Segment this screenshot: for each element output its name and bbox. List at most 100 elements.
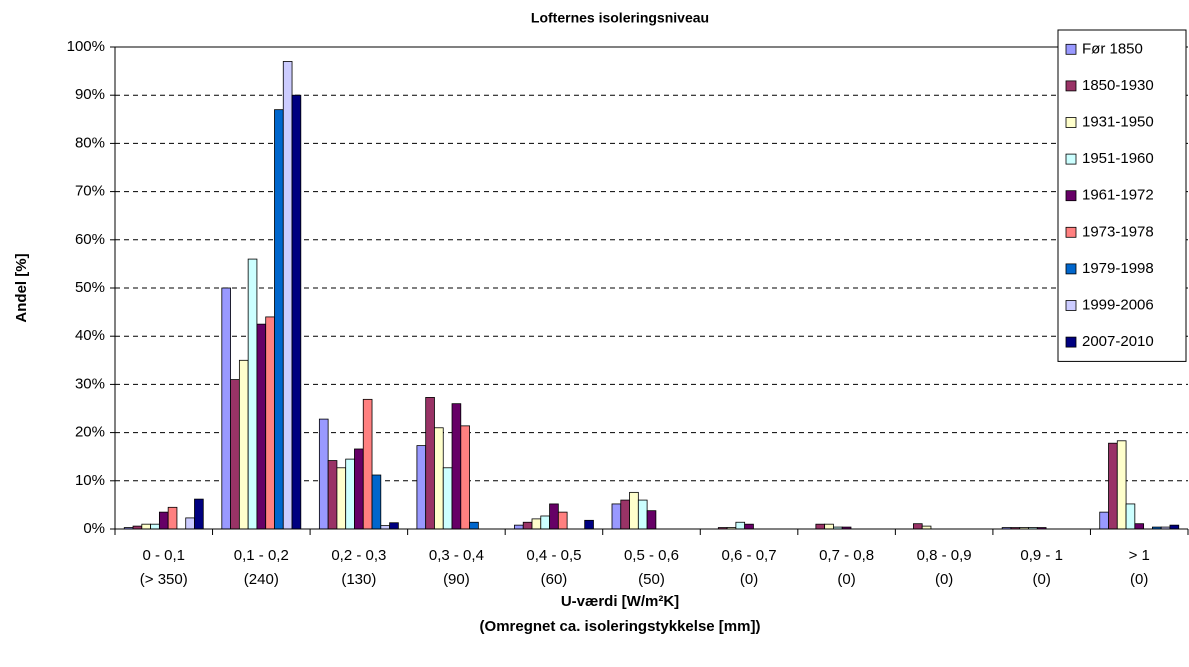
y-axis-label: Andel [%]: [13, 253, 30, 322]
bar: [389, 522, 399, 530]
bar: [460, 425, 470, 530]
x-tick-sublabel: (0): [1130, 571, 1148, 588]
bar: [230, 379, 240, 530]
x-tick-label: > 1: [1129, 547, 1150, 564]
bar: [913, 523, 923, 530]
legend-label: 1979-1998: [1082, 260, 1154, 277]
x-tick-sublabel: (0): [740, 571, 758, 588]
x-tick-sublabel: (0): [935, 571, 953, 588]
bar: [824, 523, 834, 530]
y-tick-label: 50%: [75, 279, 105, 296]
legend-label: 2007-2010: [1082, 333, 1154, 350]
bar: [185, 517, 195, 530]
y-tick-label: 40%: [75, 327, 105, 344]
x-tick-label: 0,8 - 0,9: [917, 547, 972, 564]
bar: [514, 524, 524, 530]
x-tick-label: 0,4 - 0,5: [526, 547, 581, 564]
bar: [744, 523, 754, 530]
bar: [345, 458, 355, 530]
legend-swatch: [1065, 153, 1077, 165]
bar: [247, 258, 258, 530]
x-tick-sublabel: (240): [244, 571, 279, 588]
x-tick-label: 0,6 - 0,7: [722, 547, 777, 564]
y-tick-label: 10%: [75, 472, 105, 489]
legend-label: Før 1850: [1082, 40, 1143, 57]
bar: [442, 467, 453, 530]
legend-label: 1951-1960: [1082, 150, 1154, 167]
bar: [451, 403, 462, 530]
legend-swatch: [1065, 226, 1077, 238]
bar: [336, 467, 347, 530]
y-tick-label: 100%: [67, 38, 105, 55]
legend-swatch: [1065, 336, 1077, 348]
x-tick-sublabel: (90): [443, 571, 470, 588]
bar: [646, 510, 657, 530]
bar: [167, 506, 178, 530]
x-tick-sublabel: (130): [341, 571, 376, 588]
bar: [150, 523, 160, 530]
bar: [611, 503, 622, 530]
bar: [815, 523, 826, 530]
bar: [282, 61, 293, 530]
y-tick-label: 90%: [75, 86, 105, 103]
legend-swatch: [1065, 300, 1077, 311]
legend-swatch: [1065, 117, 1077, 128]
bar: [265, 316, 275, 530]
bar: [371, 474, 382, 530]
bar: [158, 511, 169, 530]
legend-swatch: [1065, 190, 1077, 202]
bar: [620, 499, 630, 530]
x-tick-label: 0,1 - 0,2: [234, 547, 289, 564]
bar: [540, 515, 550, 530]
x-tick-label: 0,3 - 0,4: [429, 547, 484, 564]
bar: [549, 503, 559, 530]
bar: [735, 521, 746, 530]
y-tick-label: 0%: [83, 520, 105, 537]
bar: [354, 448, 364, 530]
y-tick-label: 60%: [75, 231, 105, 248]
x-tick-label: 0,7 - 0,8: [819, 547, 874, 564]
legend-swatch: [1065, 80, 1077, 92]
legend-label: 1961-1972: [1082, 187, 1154, 204]
y-tick-label: 20%: [75, 424, 105, 441]
bar: [238, 359, 249, 530]
bar: [584, 519, 594, 530]
bar: [1099, 511, 1109, 530]
bar: [1125, 503, 1136, 530]
legend-label: 1850-1930: [1082, 77, 1154, 94]
bar: [531, 518, 542, 530]
x-tick-label: 0,9 - 1: [1020, 547, 1063, 564]
bar: [469, 521, 479, 530]
bar: [425, 397, 435, 530]
legend-label: 1931-1950: [1082, 113, 1154, 130]
x-tick-sublabel: (0): [837, 571, 855, 588]
bar: [141, 523, 152, 530]
bar: [416, 445, 427, 530]
bar: [1134, 523, 1145, 530]
x-tick-sublabel: (> 350): [140, 571, 188, 588]
bar: [327, 460, 338, 530]
x-tick-sublabel: (60): [541, 571, 568, 588]
chart-title: Lofternes isoleringsniveau: [531, 10, 709, 26]
bar: [1116, 440, 1127, 530]
bar: [194, 498, 204, 530]
legend-swatch: [1065, 263, 1077, 275]
bar: [557, 511, 568, 530]
x-tick-label: 0,5 - 0,6: [624, 547, 679, 564]
x-axis-sublabel: (Omregnet ca. isoleringstykkelse [mm]): [480, 618, 761, 635]
y-tick-label: 80%: [75, 134, 105, 151]
legend-label: 1999-2006: [1082, 296, 1154, 313]
bar: [629, 491, 639, 530]
bar: [221, 287, 231, 530]
bar: [380, 525, 390, 530]
bar: [637, 499, 648, 530]
x-tick-label: 0 - 0,1: [143, 547, 186, 564]
bar: [274, 109, 284, 530]
x-tick-sublabel: (0): [1033, 571, 1051, 588]
bar: [1169, 524, 1180, 530]
x-tick-sublabel: (50): [638, 571, 665, 588]
y-tick-label: 70%: [75, 183, 105, 200]
bar: [291, 94, 302, 530]
bar: [1108, 442, 1118, 530]
